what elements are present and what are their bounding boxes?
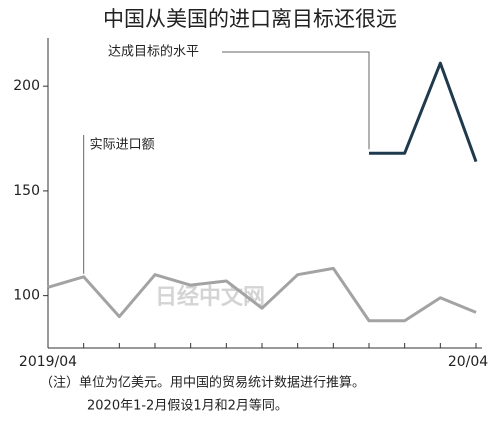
- note: （注）单位为亿美元。用中国的贸易统计数据进行推算。: [40, 375, 365, 391]
- x-tick-label: 2019/04: [19, 354, 77, 370]
- annotation: 实际进口额: [90, 138, 155, 153]
- y-tick-label: 100: [13, 288, 40, 304]
- leader-line: [222, 51, 370, 150]
- series-line: [369, 61, 478, 163]
- y-tick-label: 150: [13, 183, 40, 199]
- x-tick-label: 20/04: [448, 354, 488, 370]
- series-line: [47, 266, 477, 323]
- note: 2020年1-2月假设1月和2月等同。: [87, 398, 288, 414]
- y-tick-label: 200: [13, 78, 40, 94]
- chart-title: 中国从美国的进口离目标还很远: [103, 7, 397, 31]
- annotation: 达成目标的水平: [108, 44, 199, 60]
